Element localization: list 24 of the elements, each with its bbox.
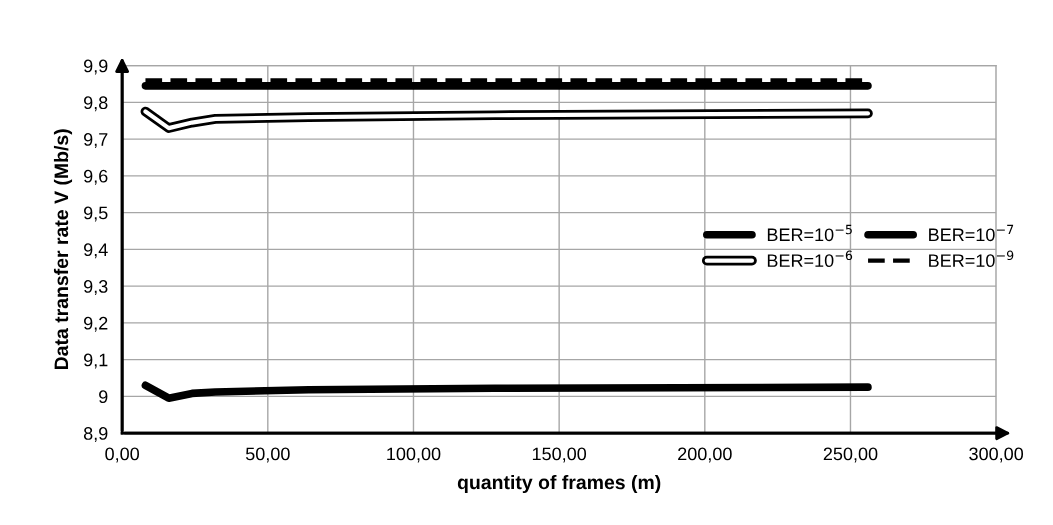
y-tick-label: 9,3: [84, 280, 108, 295]
legend-label: BER=10$^{−6}$: [767, 250, 853, 268]
y-tick-label: 9,2: [84, 316, 108, 332]
y-tick-label: 9,9: [84, 59, 108, 75]
x-tick-label: 150,00: [532, 447, 587, 463]
y-tick-label: 9,6: [84, 169, 108, 185]
y-tick-label: 9,4: [84, 243, 108, 259]
x-axis-title: quantity of frames (m): [457, 474, 661, 494]
legend-label: BER=10$^{−5}$: [767, 224, 852, 242]
y-axis-title: Data transfer rate V (Mb/s): [53, 129, 73, 370]
x-tick-label: 300,00: [969, 447, 1024, 463]
y-tick-label: 9,7: [84, 133, 108, 148]
legend-label: BER=10$^{−7}$: [929, 224, 1014, 242]
y-tick-label: 8,9: [83, 427, 108, 442]
y-tick-label: 9,5: [84, 206, 108, 222]
y-tick-label: 9,8: [84, 96, 108, 112]
x-tick-label: 250,00: [823, 447, 878, 463]
legend-label: BER=10$^{−9}$: [929, 250, 1014, 268]
y-tick-label: 9: [99, 390, 108, 404]
y-tick-label: 9,1: [84, 353, 108, 369]
x-tick-label: 50,00: [245, 447, 290, 463]
x-tick-label: 100,00: [387, 447, 441, 463]
x-tick-label: 200,00: [678, 447, 732, 463]
x-tick-label: 0,00: [105, 447, 140, 463]
